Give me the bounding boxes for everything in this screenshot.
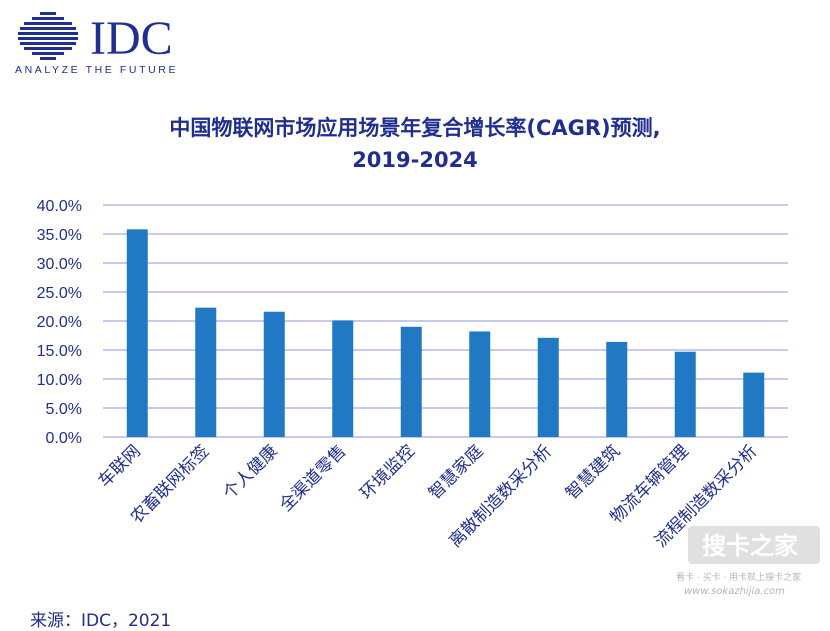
watermark-slogan: 看卡 · 买卡 · 用卡就上搜卡之家 <box>676 571 801 583</box>
x-tick-label: 智慧建筑 <box>562 441 624 503</box>
x-tick-label: 个人健康 <box>220 441 282 503</box>
idc-logo: IDC ANALYZE THE FUTURE <box>15 12 178 76</box>
y-tick-label: 0.0% <box>46 430 82 447</box>
y-tick-label: 10.0% <box>37 372 82 389</box>
y-tick-label: 20.0% <box>37 314 82 331</box>
y-tick-label: 30.0% <box>37 256 82 273</box>
x-tick-label: 环境监控 <box>357 441 419 503</box>
globe-icon <box>18 12 78 60</box>
y-tick-label: 35.0% <box>37 227 82 244</box>
y-tick-label: 5.0% <box>46 401 82 418</box>
chart-subtitle: 2019-2024 <box>352 148 478 172</box>
bar <box>537 337 559 437</box>
bar <box>469 331 491 437</box>
watermark: 搜卡之家 看卡 · 买卡 · 用卡就上搜卡之家 www.sokazhijia.c… <box>676 526 820 597</box>
y-tick-label: 40.0% <box>37 198 82 215</box>
bar <box>126 229 148 437</box>
logo-tagline: ANALYZE THE FUTURE <box>15 64 178 76</box>
source-note: 来源：IDC，2021 <box>30 611 172 631</box>
x-tick-label: 全渠道零售 <box>276 441 350 515</box>
chart-title: 中国物联网市场应用场景年复合增长率(CAGR)预测, <box>169 116 661 140</box>
logo-name: IDC <box>90 12 173 65</box>
bar <box>263 311 285 437</box>
bar <box>743 372 765 437</box>
bar <box>606 341 628 437</box>
x-tick-label: 车联网 <box>95 441 145 491</box>
x-tick-label: 智慧家庭 <box>425 441 487 503</box>
bar <box>400 326 422 437</box>
bar <box>674 351 696 437</box>
watermark-background <box>688 526 820 564</box>
y-tick-label: 15.0% <box>37 343 82 360</box>
watermark-url: www.sokazhijia.com <box>684 586 785 597</box>
bar <box>195 307 217 437</box>
watermark-brand: 搜卡之家 <box>702 532 798 560</box>
y-tick-label: 25.0% <box>37 285 82 302</box>
bar <box>332 320 354 437</box>
